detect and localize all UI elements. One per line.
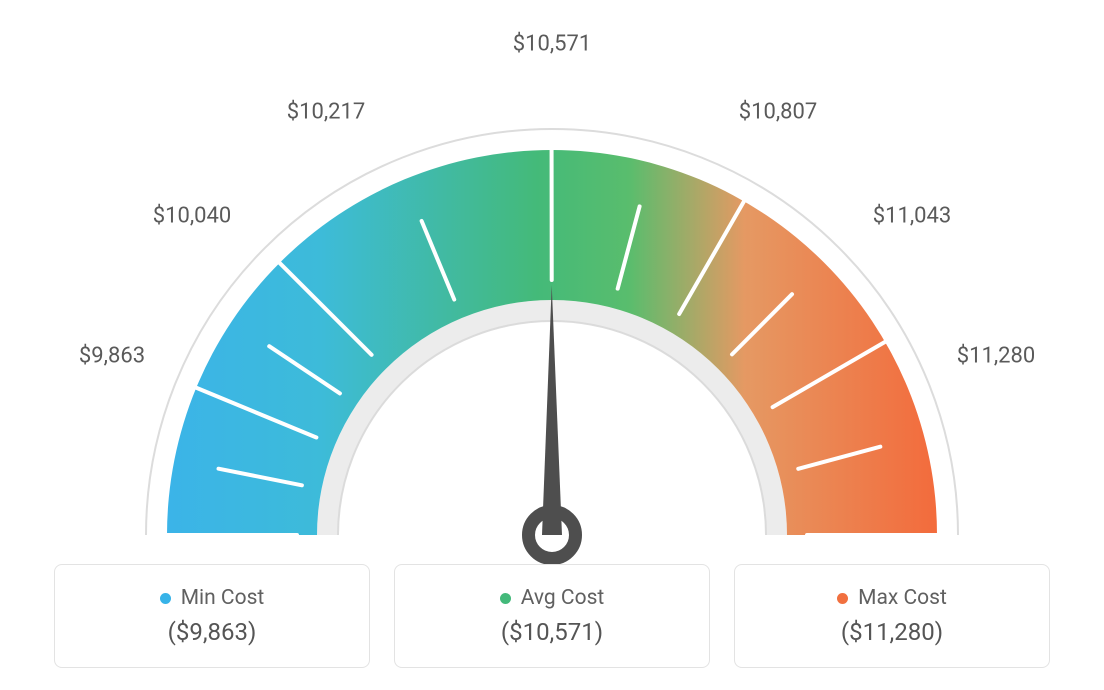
bullet-icon — [500, 593, 511, 604]
card-value: ($9,863) — [168, 618, 257, 646]
gauge-tick-label: $11,280 — [957, 344, 1036, 369]
gauge-chart: $9,863 $10,040 $10,217 $10,571 $10,807 $11,04… — [42, 30, 1062, 570]
gauge-tick-label: $10,217 — [287, 100, 366, 125]
card-title: Max Cost — [858, 586, 947, 610]
bullet-icon — [160, 593, 171, 604]
gauge-tick-label: $10,807 — [739, 100, 818, 125]
card-value: ($10,571) — [501, 618, 603, 646]
gauge-tick-label: $10,040 — [153, 204, 232, 229]
gauge-tick-label: $10,571 — [513, 32, 592, 57]
summary-cards: Min Cost ($9,863) Avg Cost ($10,571) Max… — [54, 564, 1050, 668]
card-title-row: Min Cost — [160, 586, 265, 610]
gauge-svg — [42, 30, 1062, 570]
avg-cost-card: Avg Cost ($10,571) — [394, 564, 710, 668]
card-title: Avg Cost — [521, 586, 605, 610]
card-title-row: Avg Cost — [500, 586, 605, 610]
card-title: Min Cost — [181, 586, 265, 610]
gauge-tick-label: $11,043 — [873, 204, 952, 229]
min-cost-card: Min Cost ($9,863) — [54, 564, 370, 668]
bullet-icon — [837, 593, 848, 604]
card-value: ($11,280) — [841, 618, 943, 646]
card-title-row: Max Cost — [837, 586, 947, 610]
gauge-tick-label: $9,863 — [79, 344, 145, 369]
max-cost-card: Max Cost ($11,280) — [734, 564, 1050, 668]
